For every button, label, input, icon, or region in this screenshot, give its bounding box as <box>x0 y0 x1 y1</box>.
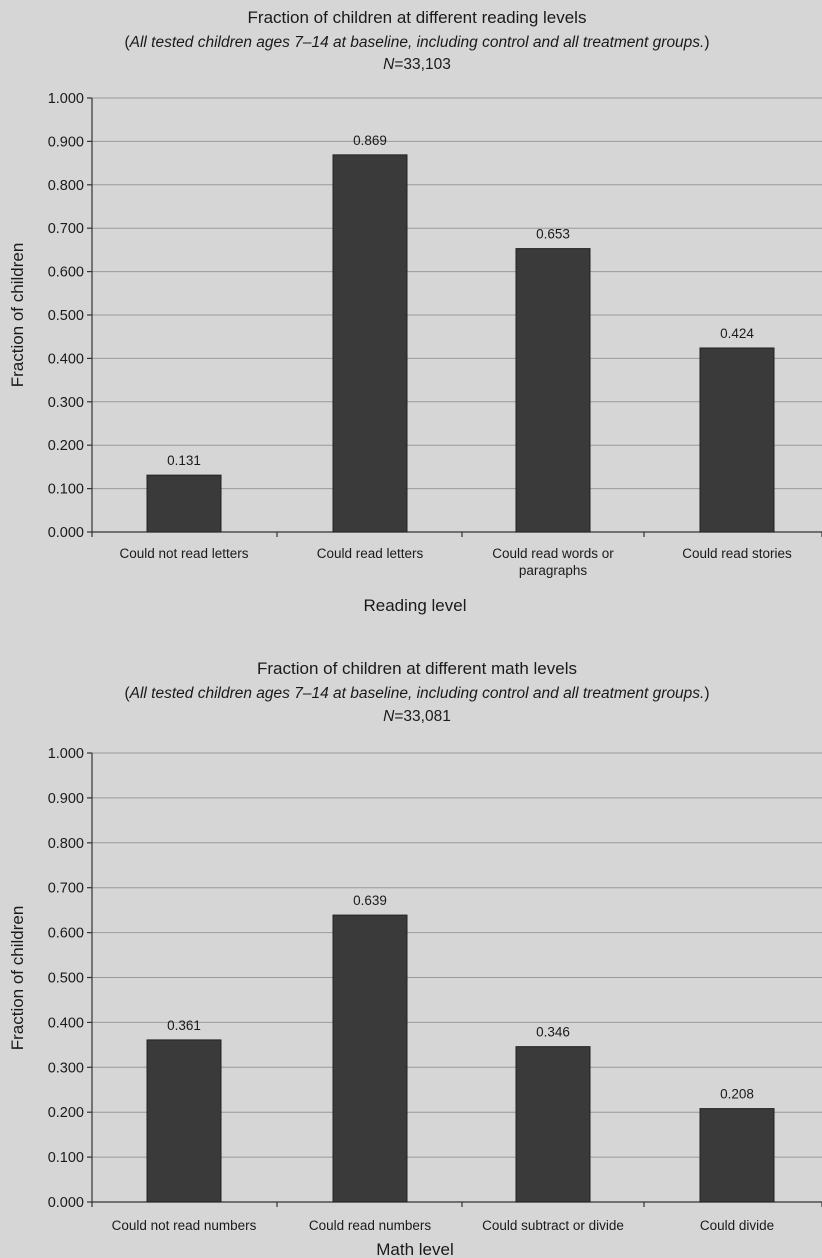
y-tick-label: 1.000 <box>48 91 84 107</box>
y-tick-label: 0.500 <box>48 971 84 987</box>
y-tick-label: 0.500 <box>48 308 84 324</box>
y-tick-label: 0.900 <box>48 791 84 807</box>
chart-title: Fraction of children at different math l… <box>257 659 577 678</box>
y-tick-label: 0.600 <box>48 265 84 281</box>
reading-level-chart: Fraction of children at different readin… <box>8 8 822 615</box>
y-tick-label: 1.000 <box>48 746 84 762</box>
y-tick-label: 0.800 <box>48 836 84 852</box>
y-tick-label: 0.100 <box>48 1150 84 1166</box>
chart-subtitle: (All tested children ages 7–14 at baseli… <box>124 685 709 702</box>
bar-value-label: 0.639 <box>353 893 387 908</box>
chart-subtitle: (All tested children ages 7–14 at baseli… <box>124 34 709 51</box>
y-tick-label: 0.400 <box>48 351 84 367</box>
y-axis-title: Fraction of children <box>8 243 27 388</box>
bar <box>699 1108 775 1203</box>
math-level-chart: Fraction of children at different math l… <box>8 659 822 1258</box>
category-label: Could read letters <box>317 546 424 561</box>
bar <box>332 154 408 533</box>
y-tick-label: 0.200 <box>48 1105 84 1121</box>
y-tick-label: 0.000 <box>48 1195 84 1211</box>
y-tick-label: 0.000 <box>48 525 84 541</box>
bar-value-label: 0.869 <box>353 133 387 148</box>
y-tick-label: 0.900 <box>48 134 84 150</box>
x-axis-title: Math level <box>376 1240 453 1258</box>
bar-value-label: 0.424 <box>720 326 754 341</box>
bar <box>699 347 775 533</box>
y-tick-label: 0.200 <box>48 438 84 454</box>
y-tick-label: 0.400 <box>48 1015 84 1031</box>
bar <box>515 1046 591 1203</box>
category-label: Could read stories <box>682 546 792 561</box>
category-label: Could read words or paragraphs <box>492 546 614 578</box>
y-tick-label: 0.700 <box>48 881 84 897</box>
category-label: Could subtract or divide <box>482 1218 624 1233</box>
y-tick-label: 0.700 <box>48 221 84 237</box>
y-tick-label: 0.600 <box>48 926 84 942</box>
bar <box>146 1039 222 1203</box>
sample-size-label: N=33,081 <box>383 708 451 725</box>
category-label: Could read numbers <box>309 1218 432 1233</box>
bar-value-label: 0.131 <box>167 453 201 468</box>
y-tick-label: 0.100 <box>48 482 84 498</box>
sample-size-label: N=33,103 <box>383 56 451 73</box>
y-tick-label: 0.300 <box>48 1060 84 1076</box>
bar-value-label: 0.653 <box>536 227 570 242</box>
y-tick-label: 0.800 <box>48 178 84 194</box>
y-axis-title: Fraction of children <box>8 906 27 1051</box>
category-label: Could not read numbers <box>112 1218 257 1233</box>
bar <box>332 914 408 1203</box>
category-label: Could not read letters <box>119 546 248 561</box>
bar-value-label: 0.208 <box>720 1087 754 1102</box>
category-label: Could divide <box>700 1218 774 1233</box>
bar <box>146 474 222 533</box>
x-axis-title: Reading level <box>363 596 466 615</box>
bar <box>515 248 591 533</box>
bar-value-label: 0.361 <box>167 1018 201 1033</box>
y-tick-label: 0.300 <box>48 395 84 411</box>
bar-value-label: 0.346 <box>536 1025 570 1040</box>
chart-title: Fraction of children at different readin… <box>248 8 587 27</box>
